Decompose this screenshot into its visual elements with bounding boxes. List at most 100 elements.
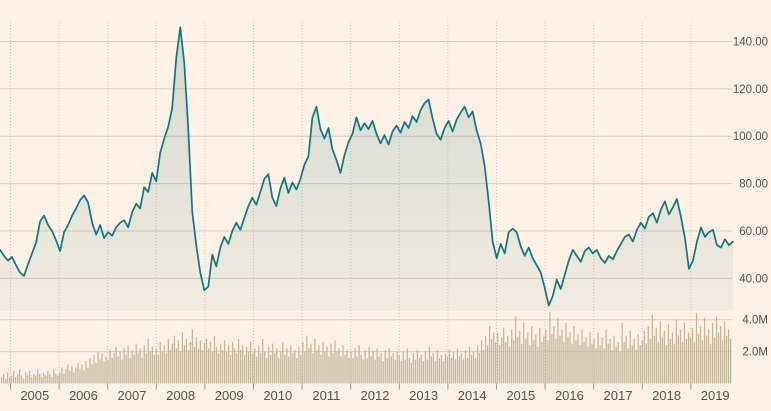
- volume-bar: [438, 357, 441, 384]
- volume-bar: [227, 345, 230, 384]
- volume-bar: [153, 354, 155, 384]
- volume-bar: [527, 332, 529, 384]
- volume-bar: [113, 353, 115, 384]
- volume-bar: [103, 361, 105, 384]
- volume-bar: [511, 329, 513, 384]
- volume-bar: [623, 342, 625, 384]
- volume-bar: [649, 338, 651, 384]
- volume-bar: [235, 353, 238, 384]
- volume-bar: [67, 364, 69, 384]
- volume-bar: [342, 345, 344, 384]
- volume-bar: [239, 350, 242, 384]
- volume-bar: [256, 356, 258, 384]
- volume-bar: [366, 357, 368, 384]
- volume-bar: [380, 353, 382, 384]
- year-label: 2019: [701, 388, 730, 403]
- volume-bar: [505, 342, 507, 384]
- volume-bar: [633, 338, 635, 384]
- volume-bar: [39, 373, 41, 384]
- volume-bar: [171, 343, 173, 384]
- year-label: 2008: [166, 388, 195, 403]
- price-axis-label: 80.00: [739, 179, 768, 191]
- volume-bar: [420, 354, 422, 384]
- volume-bar: [555, 338, 557, 384]
- volume-bar: [581, 329, 583, 384]
- price-line[interactable]: [0, 26, 734, 307]
- volume-bar: [282, 342, 284, 384]
- volume-bar: [595, 348, 597, 384]
- volume-bar: [149, 351, 151, 384]
- volume-bar: [41, 377, 43, 384]
- volume-bar: [89, 357, 91, 384]
- volume-bar: [358, 345, 360, 384]
- volume-bar: [197, 348, 200, 384]
- volume-bar: [288, 356, 290, 384]
- year-label: 2005: [20, 388, 49, 403]
- volume-bar: [525, 338, 527, 384]
- volume-bar: [55, 373, 57, 384]
- volume-bar: [655, 327, 657, 384]
- volume-bar: [575, 340, 577, 384]
- volume-bar: [75, 367, 77, 384]
- volume-bar: [723, 321, 726, 384]
- volume-bar: [503, 327, 505, 384]
- year-label: 2015: [506, 388, 535, 403]
- volume-bar: [326, 346, 328, 384]
- volume-bar: [493, 332, 495, 384]
- volume-bar: [195, 337, 198, 384]
- volume-bar: [87, 367, 89, 384]
- volume-bar: [135, 343, 137, 384]
- volume-bar: [13, 370, 15, 384]
- volume-bar: [201, 350, 204, 384]
- volume-bar: [51, 377, 53, 384]
- volume-bar: [426, 359, 428, 384]
- volume-bar: [268, 346, 270, 384]
- volume-bar: [338, 348, 340, 384]
- volume-bar: [63, 373, 65, 384]
- volume-bar: [454, 359, 457, 384]
- volume-bar: [605, 329, 607, 384]
- volume-bar: [410, 362, 412, 384]
- volume-bar: [346, 350, 348, 384]
- volume-bar: [621, 322, 623, 384]
- volume-bar: [203, 343, 206, 384]
- volume-bar: [23, 378, 25, 384]
- volume-bar: [675, 319, 678, 384]
- volume-bar: [402, 351, 404, 384]
- volume-bar: [189, 342, 192, 384]
- volume-bar: [591, 343, 593, 384]
- volume-bar: [254, 348, 256, 384]
- volume-bar: [95, 362, 97, 384]
- volume-bar: [450, 357, 453, 384]
- volume-bar: [219, 343, 222, 384]
- volume-bar: [334, 340, 336, 384]
- volume-bar: [567, 337, 569, 384]
- volume-bar: [252, 353, 254, 384]
- volume-bar: [147, 338, 149, 384]
- volume-bar: [727, 329, 730, 384]
- volume-bar: [452, 351, 455, 384]
- volume-bar: [711, 322, 714, 384]
- volume-bar: [223, 340, 226, 384]
- price-axis-label: 140.00: [733, 37, 768, 49]
- volume-bar: [231, 342, 234, 384]
- volume-bar: [137, 353, 139, 384]
- volume-bar: [237, 338, 240, 384]
- volume-bar: [701, 340, 704, 384]
- volume-bar: [314, 338, 316, 384]
- volume-bar: [545, 329, 547, 384]
- volume-bar: [368, 346, 370, 384]
- volume-bar: [300, 354, 302, 384]
- volume-bar: [49, 373, 51, 384]
- volume-bar: [207, 348, 210, 384]
- volume-bar: [637, 334, 639, 384]
- volume-bar: [695, 313, 698, 384]
- volume-bar: [529, 345, 531, 384]
- volume-bar: [551, 334, 553, 384]
- volume-bar: [173, 335, 175, 384]
- volume-bar: [619, 351, 621, 384]
- volume-bar: [561, 329, 563, 384]
- volume-bar: [474, 357, 477, 384]
